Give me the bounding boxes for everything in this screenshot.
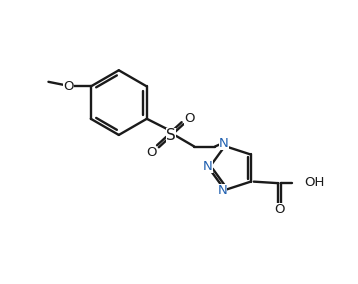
Text: N: N <box>219 137 229 150</box>
Text: O: O <box>146 146 156 159</box>
Text: O: O <box>63 80 74 93</box>
Text: O: O <box>274 203 284 216</box>
Text: S: S <box>166 128 176 143</box>
Text: O: O <box>184 112 195 125</box>
Text: N: N <box>218 184 227 197</box>
Text: OH: OH <box>304 176 324 189</box>
Text: N: N <box>203 160 213 173</box>
